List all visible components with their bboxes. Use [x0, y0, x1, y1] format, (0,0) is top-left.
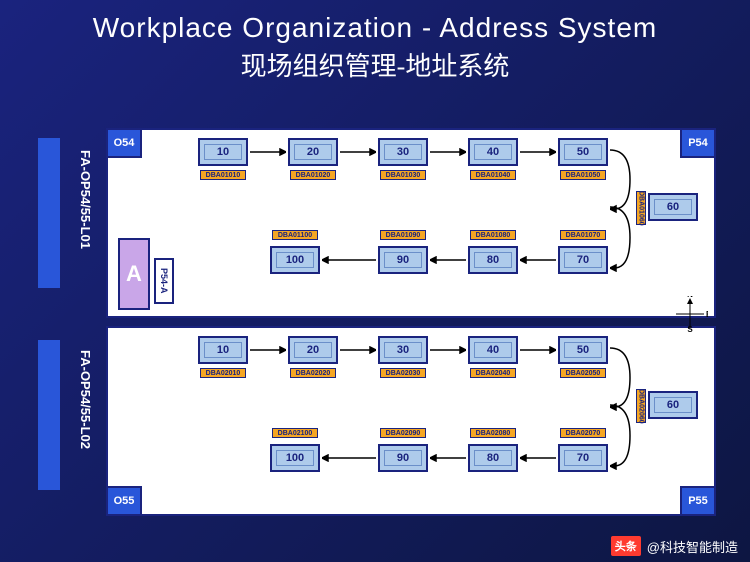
corner-o54: O54: [106, 128, 142, 158]
station: 70: [558, 246, 608, 274]
dba-label: DBA01040: [470, 170, 516, 180]
side-label-top: FA-OP54/55-L01: [78, 150, 93, 249]
arrow-curve: [610, 203, 636, 272]
dba-label: DBA01070: [560, 230, 606, 240]
station: 20: [288, 138, 338, 166]
station: 80: [468, 444, 518, 472]
station: 60: [648, 193, 698, 221]
arrow-right: [520, 148, 556, 156]
dba-label: DBA01030: [380, 170, 426, 180]
station: 70: [558, 444, 608, 472]
svg-text:E: E: [706, 310, 708, 319]
svg-text:N: N: [687, 296, 693, 299]
dba-label: DBA02020: [290, 368, 336, 378]
corner-p55: P55: [680, 486, 716, 516]
dba-label: DBA02090: [380, 428, 426, 438]
station: 60: [648, 391, 698, 419]
station: 80: [468, 246, 518, 274]
dba-label: DBA02100: [272, 428, 318, 438]
dba-label: DBA01090: [380, 230, 426, 240]
title-cn: 现场组织管理-地址系统: [0, 46, 750, 83]
sidebar-block-bottom: [38, 340, 60, 490]
dba-label: DBA02060: [636, 389, 646, 423]
station: 40: [468, 336, 518, 364]
arrow-right: [430, 148, 466, 156]
dba-label: DBA02050: [560, 368, 606, 378]
dba-label: DBA01010: [200, 170, 246, 180]
station: 90: [378, 246, 428, 274]
watermark-text: @科技智能制造: [647, 537, 738, 556]
station: 30: [378, 138, 428, 166]
arrow-right: [520, 346, 556, 354]
arrow-left: [322, 256, 376, 264]
arrow-right: [340, 346, 376, 354]
arrow-right: [250, 346, 286, 354]
dba-label: DBA01100: [272, 230, 318, 240]
dba-label: DBA02030: [380, 368, 426, 378]
arrow-right: [430, 346, 466, 354]
dba-label: DBA01060: [636, 191, 646, 225]
dba-label: DBA01050: [560, 170, 606, 180]
arrow-right: [250, 148, 286, 156]
p54a-block: P54-A: [154, 258, 174, 304]
arrow-left: [520, 256, 556, 264]
station: 90: [378, 444, 428, 472]
dba-label: DBA02040: [470, 368, 516, 378]
arrow-curve: [610, 401, 636, 470]
corner-o55: O55: [106, 486, 142, 516]
dba-label: DBA02070: [560, 428, 606, 438]
station: 40: [468, 138, 518, 166]
arrow-left: [322, 454, 376, 462]
a-block: A: [118, 238, 150, 310]
station: 100: [270, 444, 320, 472]
station: 50: [558, 336, 608, 364]
arrow-left: [520, 454, 556, 462]
sidebar-block-top: [38, 138, 60, 288]
watermark-logo: 头条: [611, 536, 641, 556]
corner-p54: P54: [680, 128, 716, 158]
dba-label: DBA01020: [290, 170, 336, 180]
dba-label: DBA02010: [200, 368, 246, 378]
arrow-right: [340, 148, 376, 156]
station: 30: [378, 336, 428, 364]
station: 20: [288, 336, 338, 364]
arrow-left: [430, 256, 466, 264]
p54a-label: P54-A: [159, 268, 169, 294]
watermark: 头条 @科技智能制造: [611, 536, 738, 556]
arrow-left: [430, 454, 466, 462]
station: 50: [558, 138, 608, 166]
svg-text:S: S: [687, 325, 693, 332]
station: 10: [198, 138, 248, 166]
dba-label: DBA02080: [470, 428, 516, 438]
title-en: Workplace Organization - Address System: [0, 0, 750, 44]
compass-icon: N S E W: [672, 296, 708, 332]
side-label-bottom: FA-OP54/55-L02: [78, 350, 93, 449]
station: 10: [198, 336, 248, 364]
dba-label: DBA01080: [470, 230, 516, 240]
station: 100: [270, 246, 320, 274]
